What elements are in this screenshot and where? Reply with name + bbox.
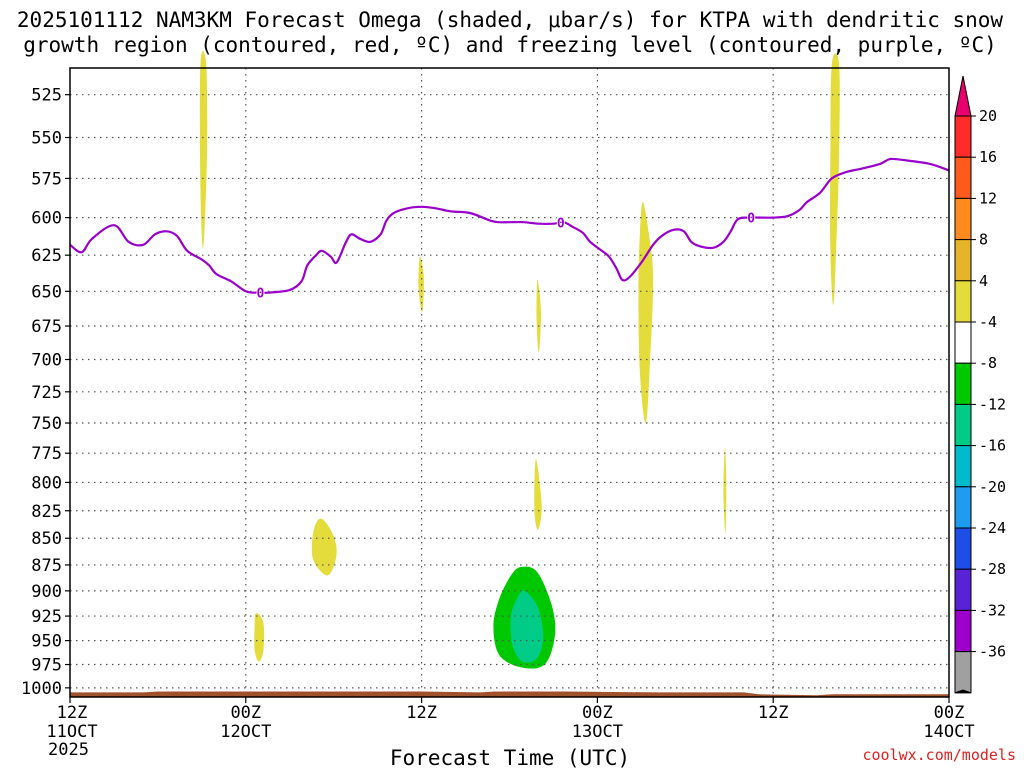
colorbar-label-10: -20	[979, 478, 1006, 496]
colorbar-bin-5	[954, 280, 972, 323]
omega-region-11	[510, 590, 544, 663]
freezing-level-label-3: 0	[747, 212, 755, 227]
y-tick-label-675: 675	[31, 317, 62, 337]
colorbar-label-9: -16	[979, 437, 1006, 455]
colorbar-label-5: 4	[979, 272, 988, 290]
colorbar-bin-6	[954, 321, 972, 364]
colorbar-label-11: -24	[979, 519, 1006, 537]
colorbar-bin-9	[954, 445, 972, 488]
omega-region-1	[199, 51, 208, 249]
colorbar-label-7: -8	[979, 354, 997, 372]
x-tick-label-0-l3: 2025	[48, 740, 89, 760]
y-tick-label-875: 875	[31, 556, 62, 576]
freezing-level-contour: 0 0 0	[69, 157, 950, 302]
omega-region-3	[536, 279, 542, 353]
grid-lines	[70, 68, 949, 697]
y-tick-label-650: 650	[31, 282, 62, 302]
omega-shading	[199, 51, 840, 669]
y-tick-label-975: 975	[31, 656, 62, 676]
omega-region-9	[254, 613, 265, 662]
y-tick-label-600: 600	[31, 209, 62, 229]
y-tick-label-850: 850	[31, 529, 62, 549]
x-tick-label-60-l1: 00Z	[934, 703, 965, 723]
colorbar-label-6: -4	[979, 313, 997, 331]
colorbar-bin-11	[954, 527, 972, 570]
colorbar-bin-10	[954, 486, 972, 529]
y-tick-label-900: 900	[31, 582, 62, 602]
x-tick-label-48-l1: 12Z	[758, 703, 789, 723]
omega-colorbar: 20 16 12 8 4 -4 -8 -12 -16 -20 -24 -28 -32 -36	[954, 75, 1006, 694]
x-axis-label: Forecast Time (UTC)	[390, 746, 630, 768]
y-tick-label-800: 800	[31, 473, 62, 493]
colorbar-bin-13	[954, 609, 972, 653]
y-tick-label-950: 950	[31, 632, 62, 652]
colorbar-label-8: -12	[979, 395, 1006, 413]
pressure-axis: 525 550 575 600 625 650 675 700 725 750 775 800 825 8…	[21, 86, 70, 699]
colorbar-label-1: 20	[979, 107, 997, 125]
colorbar-bin-14	[954, 651, 972, 694]
omega-region-6	[534, 459, 542, 530]
colorbar-bin-7	[954, 362, 972, 405]
freezing-label-bg-3	[747, 211, 756, 224]
colorbar-top-triangle	[954, 75, 972, 117]
x-tick-label-60-l2: 14OCT	[923, 722, 974, 742]
colorbar-label-2: 16	[979, 148, 997, 166]
freezing-level-line	[69, 157, 950, 295]
omega-region-4	[638, 202, 654, 424]
chart-title-line-1: 2025101112 NAM3KM Forecast Omega (shaded…	[17, 8, 1004, 32]
freezing-level-label-2: 0	[557, 217, 565, 232]
y-tick-label-700: 700	[31, 351, 62, 371]
colorbar-label-13: -32	[979, 601, 1006, 619]
freezing-label-bg-1	[256, 286, 265, 299]
x-tick-label-12-l1: 00Z	[230, 703, 261, 723]
freezing-label-bg-2	[556, 216, 565, 229]
colorbar-label-12: -28	[979, 560, 1006, 578]
x-tick-label-12-l2: 12OCT	[220, 722, 271, 742]
colorbar-bin-1	[954, 115, 972, 158]
y-tick-label-925: 925	[31, 607, 62, 627]
y-tick-label-575: 575	[31, 169, 62, 189]
freezing-level-label-1: 0	[257, 287, 265, 302]
colorbar-label-4: 8	[979, 231, 988, 249]
colorbar-bin-2	[954, 156, 972, 199]
colorbar-bin-4	[954, 239, 972, 282]
y-tick-label-550: 550	[31, 129, 62, 149]
y-tick-label-1000: 1000	[21, 679, 62, 699]
y-tick-label-625: 625	[31, 246, 62, 266]
x-tick-label-36-l2: 13OCT	[572, 722, 623, 742]
y-tick-label-725: 725	[31, 383, 62, 403]
surface-fill	[70, 691, 949, 697]
colorbar-bin-3	[954, 197, 972, 241]
y-tick-label-825: 825	[31, 502, 62, 522]
omega-region-7	[723, 447, 727, 533]
omega-region-5	[830, 53, 840, 306]
colorbar-label-14: -36	[979, 643, 1006, 661]
credit-text: coolwx.com/models	[862, 746, 1016, 764]
colorbar-bin-8	[954, 403, 972, 447]
omega-region-8	[311, 518, 337, 576]
plot-frame	[69, 67, 950, 698]
y-tick-label-525: 525	[31, 86, 62, 106]
x-tick-label-36-l1: 00Z	[582, 703, 613, 723]
y-tick-label-750: 750	[31, 414, 62, 434]
x-tick-label-0-l2: 11OCT	[46, 722, 97, 742]
chart-title-line-2: growth region (contoured, red, ºC) and f…	[23, 33, 997, 57]
surface-terrain	[70, 691, 949, 697]
x-tick-label-24-l1: 12Z	[406, 703, 437, 723]
colorbar-bin-12	[954, 568, 972, 611]
y-tick-label-775: 775	[31, 444, 62, 464]
colorbar-bottom-triangle	[954, 689, 972, 694]
colorbar-label-3: 12	[979, 189, 997, 207]
x-tick-label-0-l1: 12Z	[57, 703, 88, 723]
